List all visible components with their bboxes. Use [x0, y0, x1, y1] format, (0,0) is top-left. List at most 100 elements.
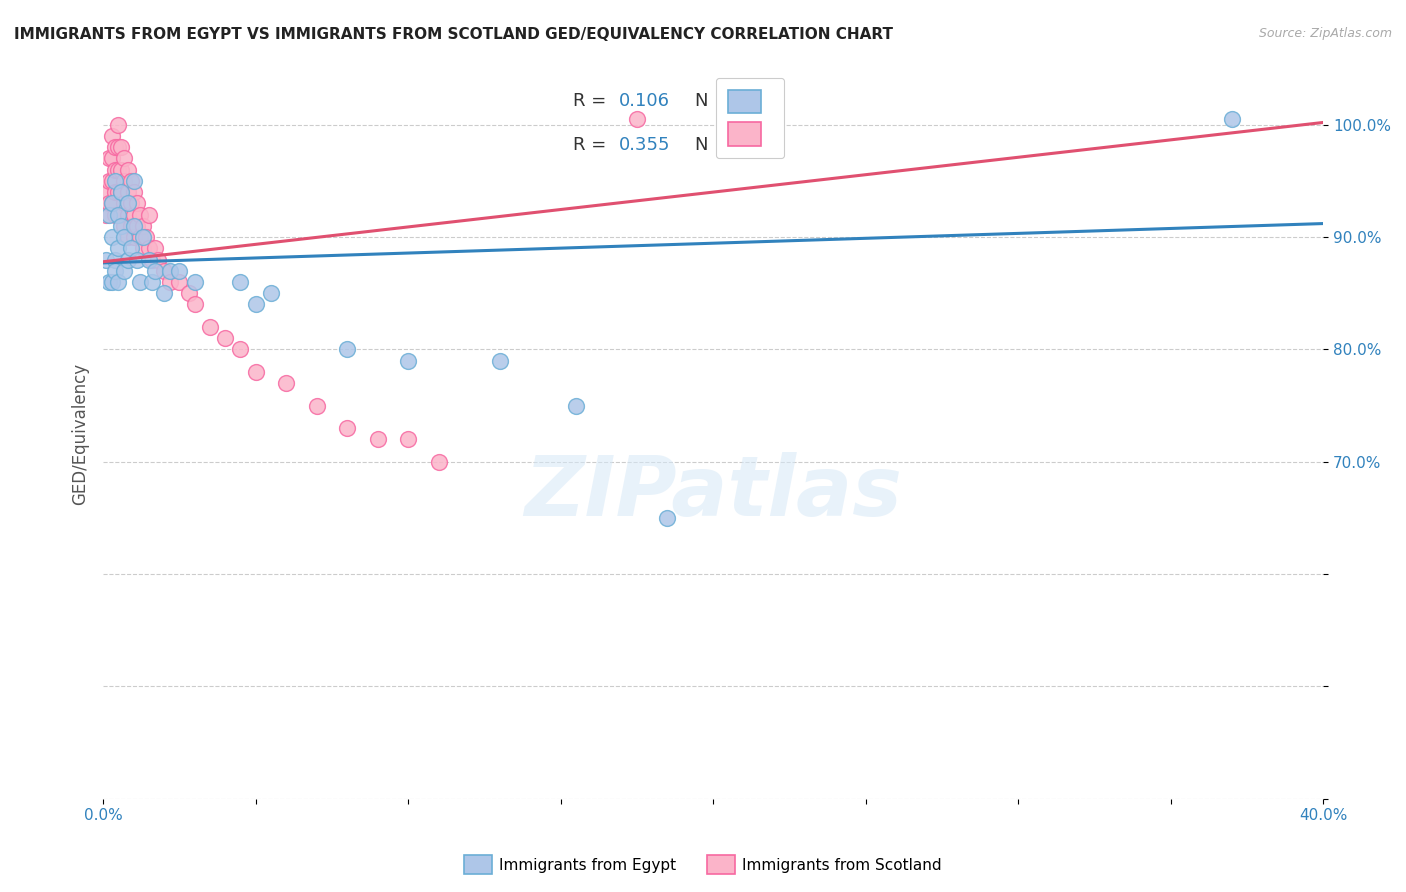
Y-axis label: GED/Equivalency: GED/Equivalency — [72, 362, 89, 505]
Point — [117, 162, 139, 177]
Point — [101, 152, 124, 166]
Point — [183, 275, 205, 289]
Point — [114, 152, 136, 166]
Point — [141, 252, 163, 267]
Point — [122, 208, 145, 222]
Point — [367, 432, 389, 446]
Point — [114, 264, 136, 278]
Point — [159, 275, 181, 289]
Point — [114, 196, 136, 211]
Point — [169, 264, 191, 278]
Point — [132, 241, 155, 255]
Point — [107, 241, 129, 255]
Point — [110, 140, 132, 154]
Point — [104, 252, 127, 267]
Point — [96, 208, 118, 222]
Point — [122, 219, 145, 233]
Point — [245, 365, 267, 379]
Point — [110, 219, 132, 233]
Point — [114, 174, 136, 188]
Point — [132, 230, 155, 244]
Point — [107, 208, 129, 222]
Point — [128, 230, 150, 244]
Point — [114, 230, 136, 244]
Point — [1220, 112, 1243, 126]
Point — [427, 455, 450, 469]
Point — [159, 264, 181, 278]
Point — [120, 174, 142, 188]
Point — [107, 275, 129, 289]
Point — [125, 219, 148, 233]
Point — [96, 185, 118, 199]
Point — [214, 331, 236, 345]
Point — [132, 219, 155, 233]
Point — [101, 275, 124, 289]
Point — [135, 230, 157, 244]
Point — [153, 286, 176, 301]
Point — [141, 275, 163, 289]
Point — [107, 162, 129, 177]
Point — [98, 275, 121, 289]
Point — [110, 208, 132, 222]
Point — [198, 319, 221, 334]
Point — [101, 128, 124, 143]
Point — [488, 353, 510, 368]
Point — [143, 264, 166, 278]
Point — [101, 230, 124, 244]
Point — [107, 185, 129, 199]
Text: IMMIGRANTS FROM EGYPT VS IMMIGRANTS FROM SCOTLAND GED/EQUIVALENCY CORRELATION CH: IMMIGRANTS FROM EGYPT VS IMMIGRANTS FROM… — [14, 27, 893, 42]
Point — [169, 275, 191, 289]
Point — [336, 343, 359, 357]
Point — [107, 140, 129, 154]
Point — [183, 297, 205, 311]
Legend: , : , — [716, 78, 785, 158]
Point — [146, 252, 169, 267]
Point — [114, 219, 136, 233]
Point — [117, 185, 139, 199]
Point — [138, 208, 160, 222]
Point — [122, 185, 145, 199]
Text: N =: N = — [695, 93, 735, 111]
Point — [110, 162, 132, 177]
Point — [260, 286, 283, 301]
Point — [110, 185, 132, 199]
Text: R =: R = — [572, 136, 612, 154]
Point — [229, 343, 252, 357]
Point — [104, 264, 127, 278]
Point — [138, 252, 160, 267]
Point — [110, 185, 132, 199]
Point — [107, 118, 129, 132]
Text: Source: ZipAtlas.com: Source: ZipAtlas.com — [1258, 27, 1392, 40]
Point — [125, 196, 148, 211]
Point — [104, 208, 127, 222]
Point — [122, 230, 145, 244]
Point — [336, 421, 359, 435]
Point — [626, 112, 648, 126]
Legend: Immigrants from Egypt, Immigrants from Scotland: Immigrants from Egypt, Immigrants from S… — [458, 849, 948, 880]
Point — [125, 252, 148, 267]
Text: 0.355: 0.355 — [619, 136, 671, 154]
Point — [143, 241, 166, 255]
Point — [128, 208, 150, 222]
Point — [104, 174, 127, 188]
Point — [104, 185, 127, 199]
Point — [120, 241, 142, 255]
Point — [98, 208, 121, 222]
Text: R =: R = — [572, 93, 612, 111]
Point — [245, 297, 267, 311]
Point — [565, 399, 588, 413]
Point — [117, 252, 139, 267]
Point — [153, 264, 176, 278]
Point — [98, 196, 121, 211]
Point — [101, 196, 124, 211]
Text: ZIPatlas: ZIPatlas — [524, 451, 903, 533]
Point — [396, 432, 419, 446]
Point — [117, 196, 139, 211]
Text: 63: 63 — [741, 136, 763, 154]
Point — [305, 399, 328, 413]
Point — [122, 174, 145, 188]
Point — [101, 196, 124, 211]
Point — [120, 196, 142, 211]
Point — [98, 174, 121, 188]
Point — [138, 241, 160, 255]
